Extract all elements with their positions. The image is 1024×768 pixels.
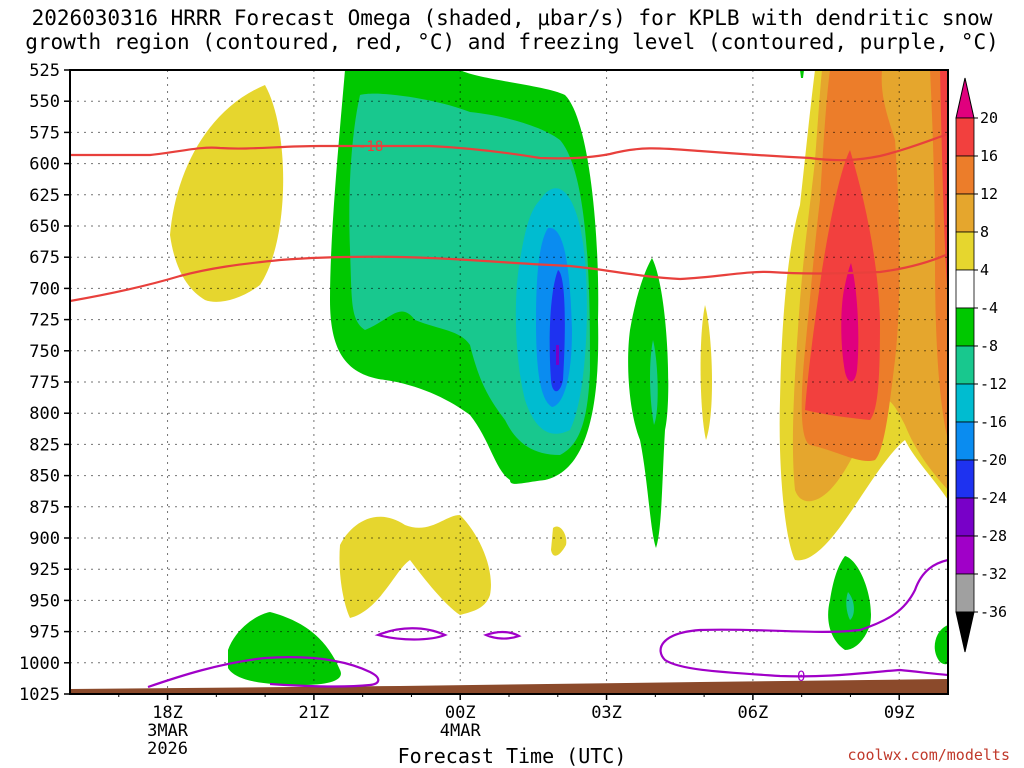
contour-freezing-small — [483, 630, 522, 640]
y-tick-label: 825 — [29, 435, 60, 455]
grid-lines — [70, 70, 948, 694]
omega-green-blob-mid — [628, 258, 669, 548]
y-tick-label: 950 — [29, 591, 60, 611]
colorbar-label: -16 — [980, 413, 1007, 431]
colorbar-label: -20 — [980, 451, 1007, 469]
colorbar-label: 4 — [980, 261, 989, 279]
colorbar-swatch — [955, 193, 975, 233]
x-tick-label: 21Z — [299, 703, 330, 723]
colorbar-label: -12 — [980, 375, 1007, 393]
y-tick-label: 975 — [29, 623, 60, 643]
omega-green-blob-bottomleft — [228, 612, 341, 685]
colorbar-label: 12 — [980, 185, 998, 203]
contour-label-minus18: -18 — [358, 139, 383, 155]
terrain-ground — [70, 679, 948, 694]
omega-blue-core — [549, 270, 565, 392]
chart-title: 2026030316 HRRR Forecast Omega (shaded, … — [0, 6, 1024, 54]
contour-freezing-bottom — [147, 656, 380, 689]
contour-freezing-mid — [374, 627, 448, 641]
omega-green-blob-edge — [934, 625, 948, 665]
omega-violet-dot — [556, 345, 559, 365]
chart-title-line-1: 2026030316 HRRR Forecast Omega (shaded, … — [31, 6, 993, 30]
x-tick-label: 00Z — [445, 703, 476, 723]
y-tick-label: 550 — [29, 92, 60, 112]
colorbar-swatch — [955, 573, 975, 613]
colorbar-swatch — [955, 421, 975, 461]
contour-dendritic-upper — [70, 132, 948, 162]
colorbar-label: -8 — [980, 337, 998, 355]
omega-yellow-blob-left — [170, 85, 284, 302]
y-tick-label: 650 — [29, 217, 60, 237]
colorbar-swatch — [955, 307, 975, 347]
omega-shading — [170, 70, 948, 685]
y-axis: 525 550 575 600 625 650 675 700 725 750 775 800 825 8… — [19, 61, 70, 705]
omega-red-edge — [940, 70, 948, 300]
omega-teal-blob-right — [846, 592, 854, 620]
colorbar-swatch — [955, 231, 975, 271]
colorbar-swatch — [955, 117, 975, 157]
y-tick-label: 700 — [29, 279, 60, 299]
omega-magenta-core — [841, 263, 859, 382]
x-tick-year: 2026 — [147, 739, 188, 759]
colorbar-swatch — [955, 535, 975, 575]
y-tick-label: 800 — [29, 404, 60, 424]
colorbar-swatch — [955, 155, 975, 195]
colorbar-label: -32 — [980, 565, 1007, 583]
y-tick-label: 775 — [29, 373, 60, 393]
chart-title-line-2: growth region (contoured, red, °C) and f… — [25, 30, 999, 54]
x-tick-label: 06Z — [738, 703, 769, 723]
y-tick-label: 850 — [29, 467, 60, 487]
omega-teal-blob-mid — [650, 340, 658, 425]
colorbar-label: 8 — [980, 223, 989, 241]
colorbar: 20 16 12 8 4 -4 -8 -12 -16 -20 -24 -28 -32 -36 — [955, 77, 1007, 653]
omega-green-speck-top — [800, 70, 804, 78]
omega-red-right — [805, 150, 880, 420]
y-tick-label: 1025 — [19, 685, 60, 705]
contour-freezing-right — [659, 558, 948, 678]
colorbar-swatch — [955, 269, 975, 309]
colorbar-swatch — [955, 345, 975, 385]
y-tick-label: 1000 — [19, 654, 60, 674]
colorbar-label: -24 — [980, 489, 1007, 507]
colorbar-label: 16 — [980, 147, 998, 165]
x-tick-date: 3MAR — [147, 721, 189, 741]
colorbar-label: -28 — [980, 527, 1007, 545]
y-tick-label: 675 — [29, 248, 60, 268]
y-tick-label: 900 — [29, 529, 60, 549]
colorbar-label: -36 — [980, 603, 1007, 621]
omega-yellow-blob-small — [551, 526, 567, 556]
y-tick-label: 875 — [29, 498, 60, 518]
watermark: coolwx.com/modelts — [847, 746, 1010, 764]
y-tick-label: 925 — [29, 560, 60, 580]
y-tick-label: 525 — [29, 61, 60, 81]
y-tick-label: 725 — [29, 311, 60, 331]
x-tick-date: 4MAR — [440, 721, 482, 741]
colorbar-swatch — [955, 497, 975, 537]
x-axis-title: Forecast Time (UTC) — [397, 744, 627, 768]
contour-dendritic-lower — [70, 252, 948, 303]
x-tick-label: 18Z — [152, 703, 183, 723]
colorbar-swatch — [955, 459, 975, 499]
y-tick-label: 575 — [29, 123, 60, 143]
colorbar-label: 20 — [980, 109, 998, 127]
colorbar-top-arrow — [955, 77, 975, 119]
colorbar-label: -4 — [980, 299, 998, 317]
omega-yellow-blob-lower — [339, 515, 491, 618]
y-tick-label: 625 — [29, 186, 60, 206]
y-tick-label: 600 — [29, 155, 60, 175]
x-tick-label: 09Z — [884, 703, 915, 723]
colorbar-bottom-arrow — [955, 611, 975, 653]
omega-yellow-blob-mid — [700, 305, 713, 440]
y-tick-label: 750 — [29, 342, 60, 362]
x-tick-label: 03Z — [591, 703, 622, 723]
colorbar-swatch — [955, 383, 975, 423]
contour-label-zero: 0 — [797, 669, 805, 685]
